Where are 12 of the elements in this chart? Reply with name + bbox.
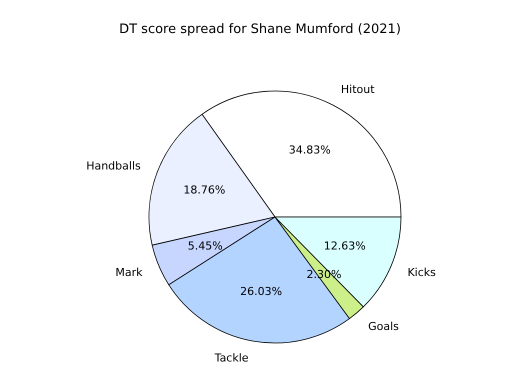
slice-label: Goals [368, 320, 400, 333]
slice-label: Tackle [214, 352, 249, 365]
data-label: 34.83% [288, 143, 331, 156]
data-label: 12.63% [324, 240, 366, 253]
data-label: 5.45% [188, 240, 223, 253]
slice-label: Hitout [340, 82, 376, 96]
slice-label: Kicks [407, 266, 436, 280]
data-label: 26.03% [240, 284, 282, 298]
data-label: 18.76% [183, 184, 226, 197]
chart-title: DT score spread for Shane Mumford (2021) [118, 21, 402, 39]
slice-label: Mark [115, 266, 144, 280]
slice-label: Handballs [86, 159, 142, 172]
